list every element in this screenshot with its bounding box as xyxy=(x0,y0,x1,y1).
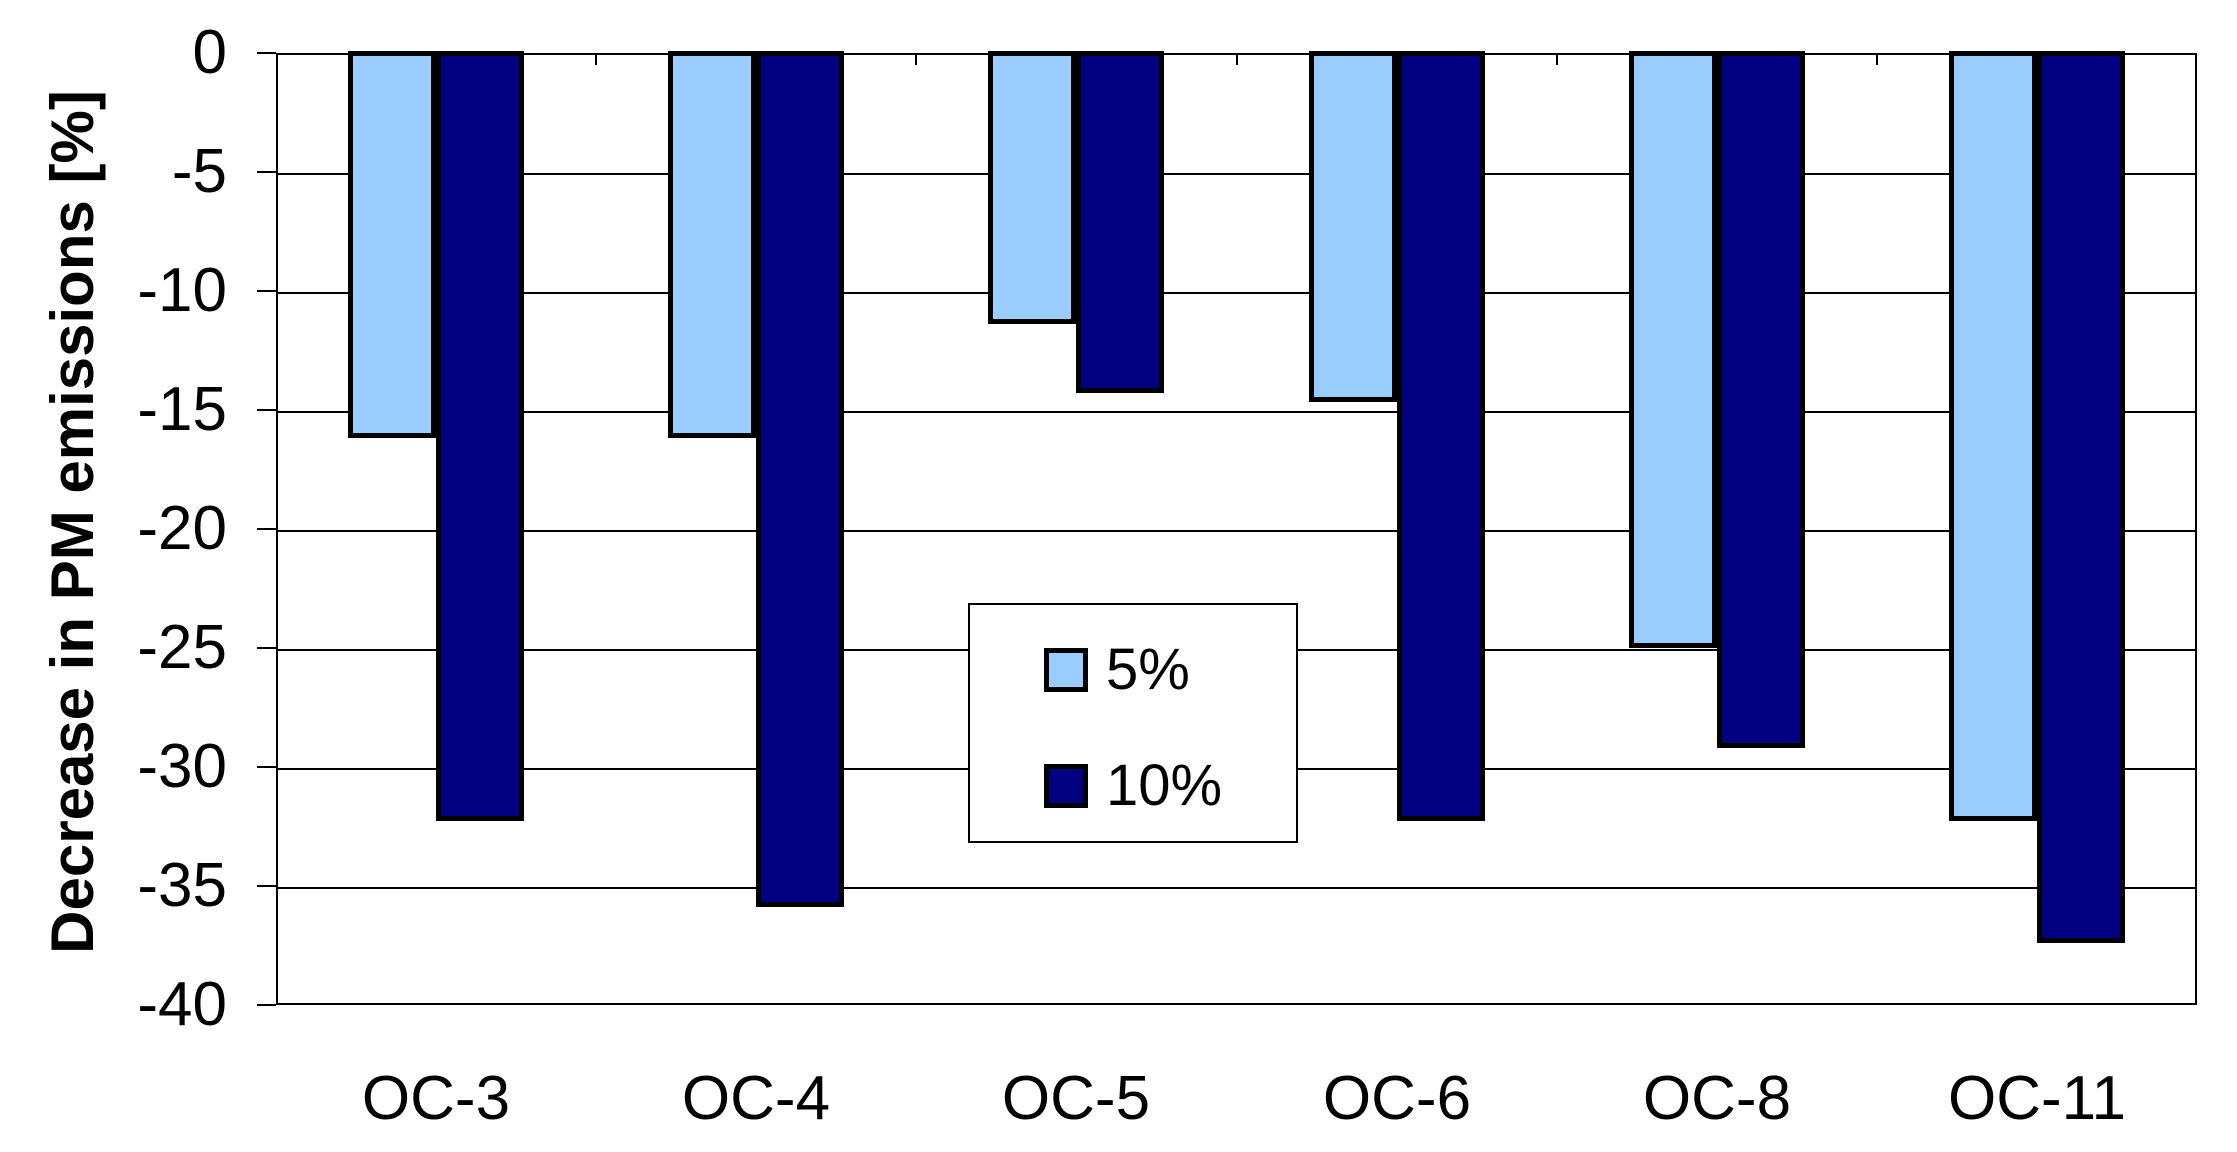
legend-label: 10% xyxy=(1106,753,1223,818)
gridline xyxy=(278,887,2195,889)
bar-oc-5-10 xyxy=(1076,51,1164,393)
category-boundary-tick xyxy=(1556,53,1558,65)
gridline xyxy=(278,173,2195,175)
y-tick-label: 0 xyxy=(192,18,227,87)
y-tick-label: -20 xyxy=(137,494,227,563)
y-tick-label: -25 xyxy=(137,613,227,682)
category-boundary-tick xyxy=(1876,53,1878,65)
y-axis-tick xyxy=(257,885,276,887)
category-boundary-tick xyxy=(1236,53,1238,65)
legend-item-10: 10% xyxy=(1044,752,1222,820)
gridline xyxy=(278,530,2195,532)
y-axis-tick xyxy=(257,171,276,173)
category-label: OC-11 xyxy=(1947,1064,2126,1133)
bar-oc-3-5 xyxy=(348,51,436,438)
y-axis-tick xyxy=(257,290,276,292)
y-tick-label: -10 xyxy=(137,256,227,325)
gridline xyxy=(278,292,2195,294)
category-label: OC-6 xyxy=(1322,1064,1472,1133)
category-boundary-tick xyxy=(915,53,917,65)
legend-item-5: 5% xyxy=(1044,636,1190,704)
bar-oc-8-10 xyxy=(1717,51,1805,748)
category-label: OC-4 xyxy=(681,1064,831,1133)
bar-oc-6-5 xyxy=(1309,51,1397,402)
bar-oc-4-5 xyxy=(668,51,756,438)
y-axis-tick xyxy=(257,1004,276,1006)
bar-oc-3-10 xyxy=(436,51,524,821)
y-axis-tick xyxy=(257,647,276,649)
y-tick-label: -15 xyxy=(137,375,227,444)
bar-oc-11-10 xyxy=(2037,51,2125,943)
legend-swatch-10 xyxy=(1044,764,1088,808)
bar-oc-8-5 xyxy=(1629,51,1717,648)
bar-oc-5-5 xyxy=(988,51,1076,324)
legend: 5% 10% xyxy=(968,603,1298,843)
bar-oc-4-10 xyxy=(756,51,844,907)
category-label: OC-8 xyxy=(1642,1064,1792,1133)
y-axis-tick xyxy=(257,52,276,54)
legend-label: 5% xyxy=(1106,637,1190,702)
bar-oc-6-10 xyxy=(1397,51,1485,821)
category-boundary-tick xyxy=(595,53,597,65)
category-label: OC-3 xyxy=(361,1064,511,1133)
y-axis-tick xyxy=(257,766,276,768)
y-axis-tick xyxy=(257,528,276,530)
y-axis-tick xyxy=(257,409,276,411)
y-tick-label: -30 xyxy=(137,732,227,801)
bar-oc-11-5 xyxy=(1949,51,2037,821)
gridline xyxy=(278,411,2195,413)
legend-swatch-5 xyxy=(1044,648,1088,692)
category-label: OC-5 xyxy=(1001,1064,1151,1133)
y-tick-label: -35 xyxy=(137,851,227,920)
plot-area xyxy=(276,53,2197,1005)
y-tick-label: -5 xyxy=(171,137,227,206)
y-tick-label: -40 xyxy=(137,970,227,1039)
